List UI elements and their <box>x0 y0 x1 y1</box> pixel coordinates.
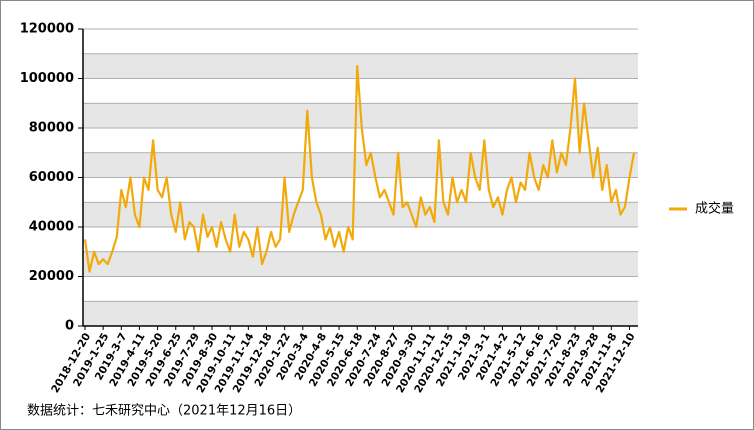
grid-band <box>83 301 638 326</box>
y-tick-label: 60000 <box>29 170 74 185</box>
y-tick-label: 40000 <box>29 220 74 235</box>
footnote: 数据统计：七禾研究中心（2021年12月16日） <box>27 404 301 419</box>
grid-band <box>83 53 638 79</box>
y-tick-label: 0 <box>65 319 74 334</box>
y-tick-label: 100000 <box>20 71 74 86</box>
grid-band <box>83 251 638 277</box>
grid-band <box>83 202 638 227</box>
legend-label: 成交量 <box>695 201 734 217</box>
line-series <box>83 65 636 273</box>
y-tick-label: 20000 <box>29 269 74 284</box>
y-tick-label: 80000 <box>29 121 74 136</box>
y-tick-label: 120000 <box>20 22 74 37</box>
